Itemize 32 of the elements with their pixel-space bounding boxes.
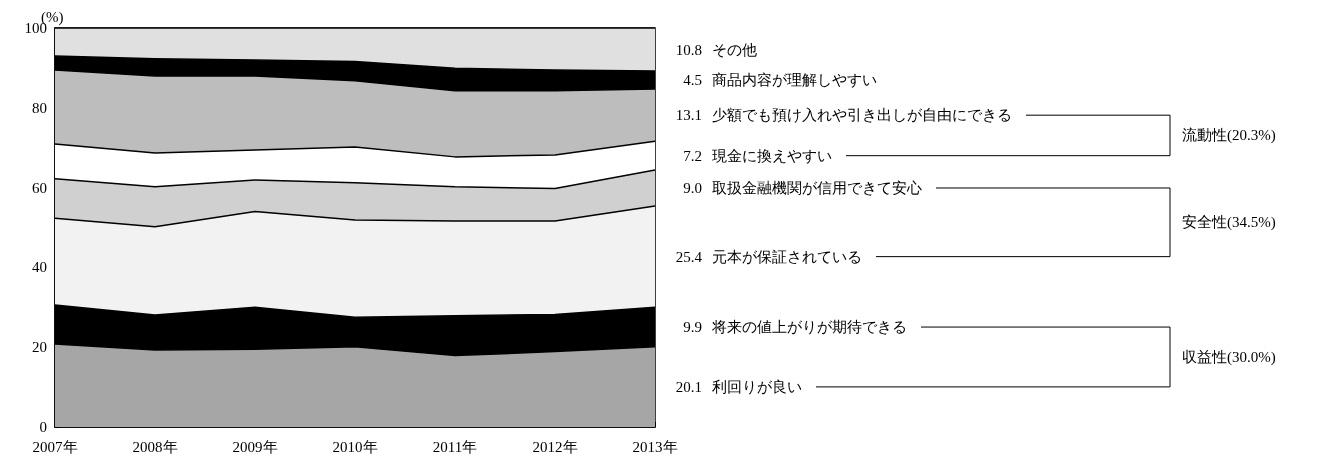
x-tick-label: 2011年 [432, 438, 478, 455]
x-tick-label: 2012年 [532, 438, 578, 455]
data-label: 13.1 [675, 107, 702, 124]
data-label: 4.5 [683, 72, 702, 89]
x-tick-label: 2013年 [632, 438, 678, 455]
data-label: 25.4 [675, 248, 703, 265]
x-tick-label: 2009年 [232, 438, 278, 455]
data-label: 9.0 [683, 180, 702, 196]
text: 元本が保証されている [712, 248, 862, 265]
text: 流動性(20.3%) [1182, 127, 1276, 145]
text: 利回りが良い [712, 378, 802, 395]
y-tick-label: 60 [32, 179, 47, 196]
y-tick-label: 40 [32, 259, 47, 276]
text: 現金に換えやすい [712, 147, 832, 164]
text: 商品内容が理解しやすい [712, 72, 877, 89]
y-tick-label: 20 [32, 339, 47, 356]
text: 収益性(30.0%) [1182, 348, 1276, 366]
x-tick-label: 2010年 [332, 438, 378, 455]
data-label: 7.2 [683, 147, 702, 164]
text: その他 [712, 41, 757, 58]
data-label: 10.8 [675, 41, 702, 58]
text: 少額でも預け入れや引き出しが自由にできる [712, 107, 1012, 124]
text: 取扱金融機関が信用できて安心 [712, 180, 922, 196]
text: 将来の値上がりが期待できる [711, 319, 907, 336]
data-label: 9.9 [683, 319, 702, 336]
x-tick-label: 2007年 [32, 438, 78, 455]
y-tick-label: 80 [32, 99, 47, 116]
y-tick-label: 0 [39, 419, 47, 435]
text: 安全性(34.5%) [1182, 214, 1276, 232]
x-tick-label: 2008年 [132, 438, 178, 455]
y-axis-title: (%) [41, 8, 64, 26]
data-label: 20.1 [675, 378, 702, 395]
